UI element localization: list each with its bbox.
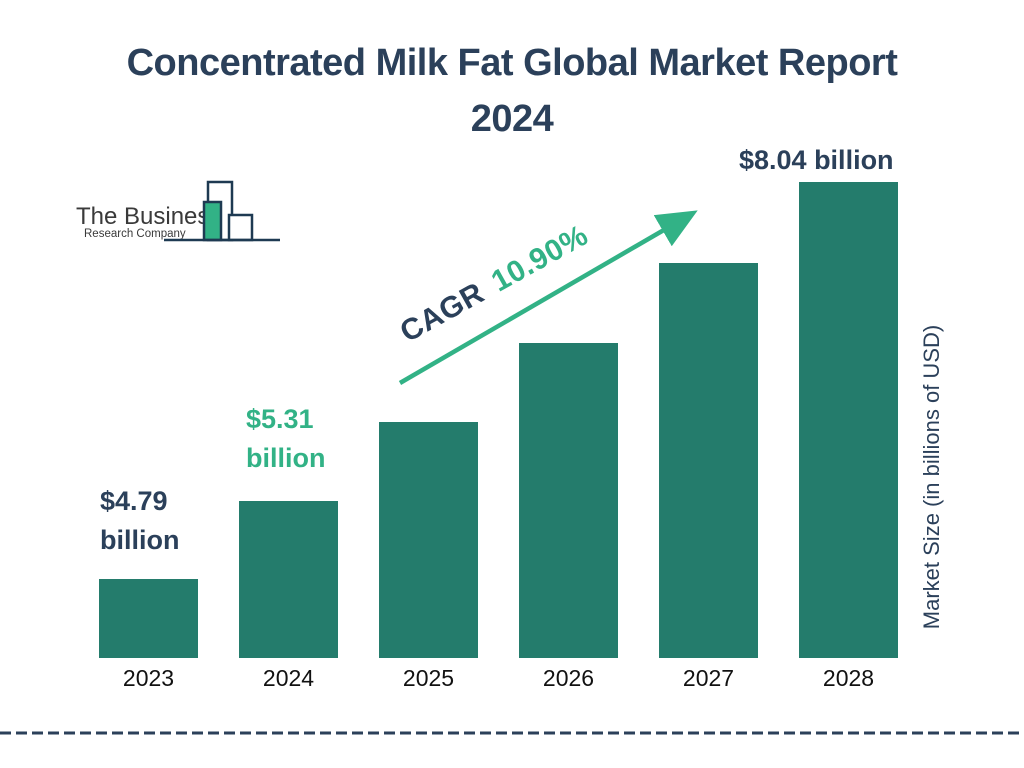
x-tick-2023: 2023 — [122, 665, 175, 691]
company-logo: The Business Research Company — [68, 173, 293, 251]
cagr-value: 10.90% — [486, 218, 594, 299]
value-label-2023-unit: billion — [100, 525, 180, 556]
value-label-2023-amount: $4.79 — [100, 486, 168, 516]
svg-text:Research Company: Research Company — [84, 228, 186, 240]
x-tick-2025: 2025 — [402, 665, 455, 691]
cagr-label: CAGR — [394, 276, 490, 349]
bar-2027 — [659, 263, 758, 658]
bar-2023 — [99, 579, 198, 658]
bar-2028 — [799, 182, 898, 658]
value-label-2024-amount: $5.31 — [246, 404, 314, 434]
x-tick-2027: 2027 — [682, 665, 735, 691]
x-tick-2026: 2026 — [542, 665, 595, 691]
bar-2026 — [519, 343, 618, 658]
x-tick-2028: 2028 — [822, 665, 875, 691]
value-label-2024-unit: billion — [246, 443, 326, 474]
value-label-2024: $5.31 billion — [246, 400, 325, 478]
bar-2024 — [239, 501, 338, 658]
page-title-line1: Concentrated Milk Fat Global Market Repo… — [126, 42, 898, 84]
bar-2025 — [379, 422, 478, 658]
value-label-2028: $8.04 billion — [739, 145, 894, 175]
value-label-2023: $4.79 billion — [100, 482, 179, 560]
svg-text:The Business: The Business — [76, 203, 221, 230]
logo-bar-chart-icon: The Business Research Company — [76, 180, 280, 242]
cagr-annotation: CAGR10.90% — [395, 219, 594, 350]
x-tick-2024: 2024 — [262, 665, 315, 691]
page-title: Concentrated Milk Fat Global Market Repo… — [0, 40, 1024, 143]
page-title-line2: 2024 — [470, 98, 554, 141]
y-axis-label: Market Size (in billions of USD) — [919, 324, 944, 630]
